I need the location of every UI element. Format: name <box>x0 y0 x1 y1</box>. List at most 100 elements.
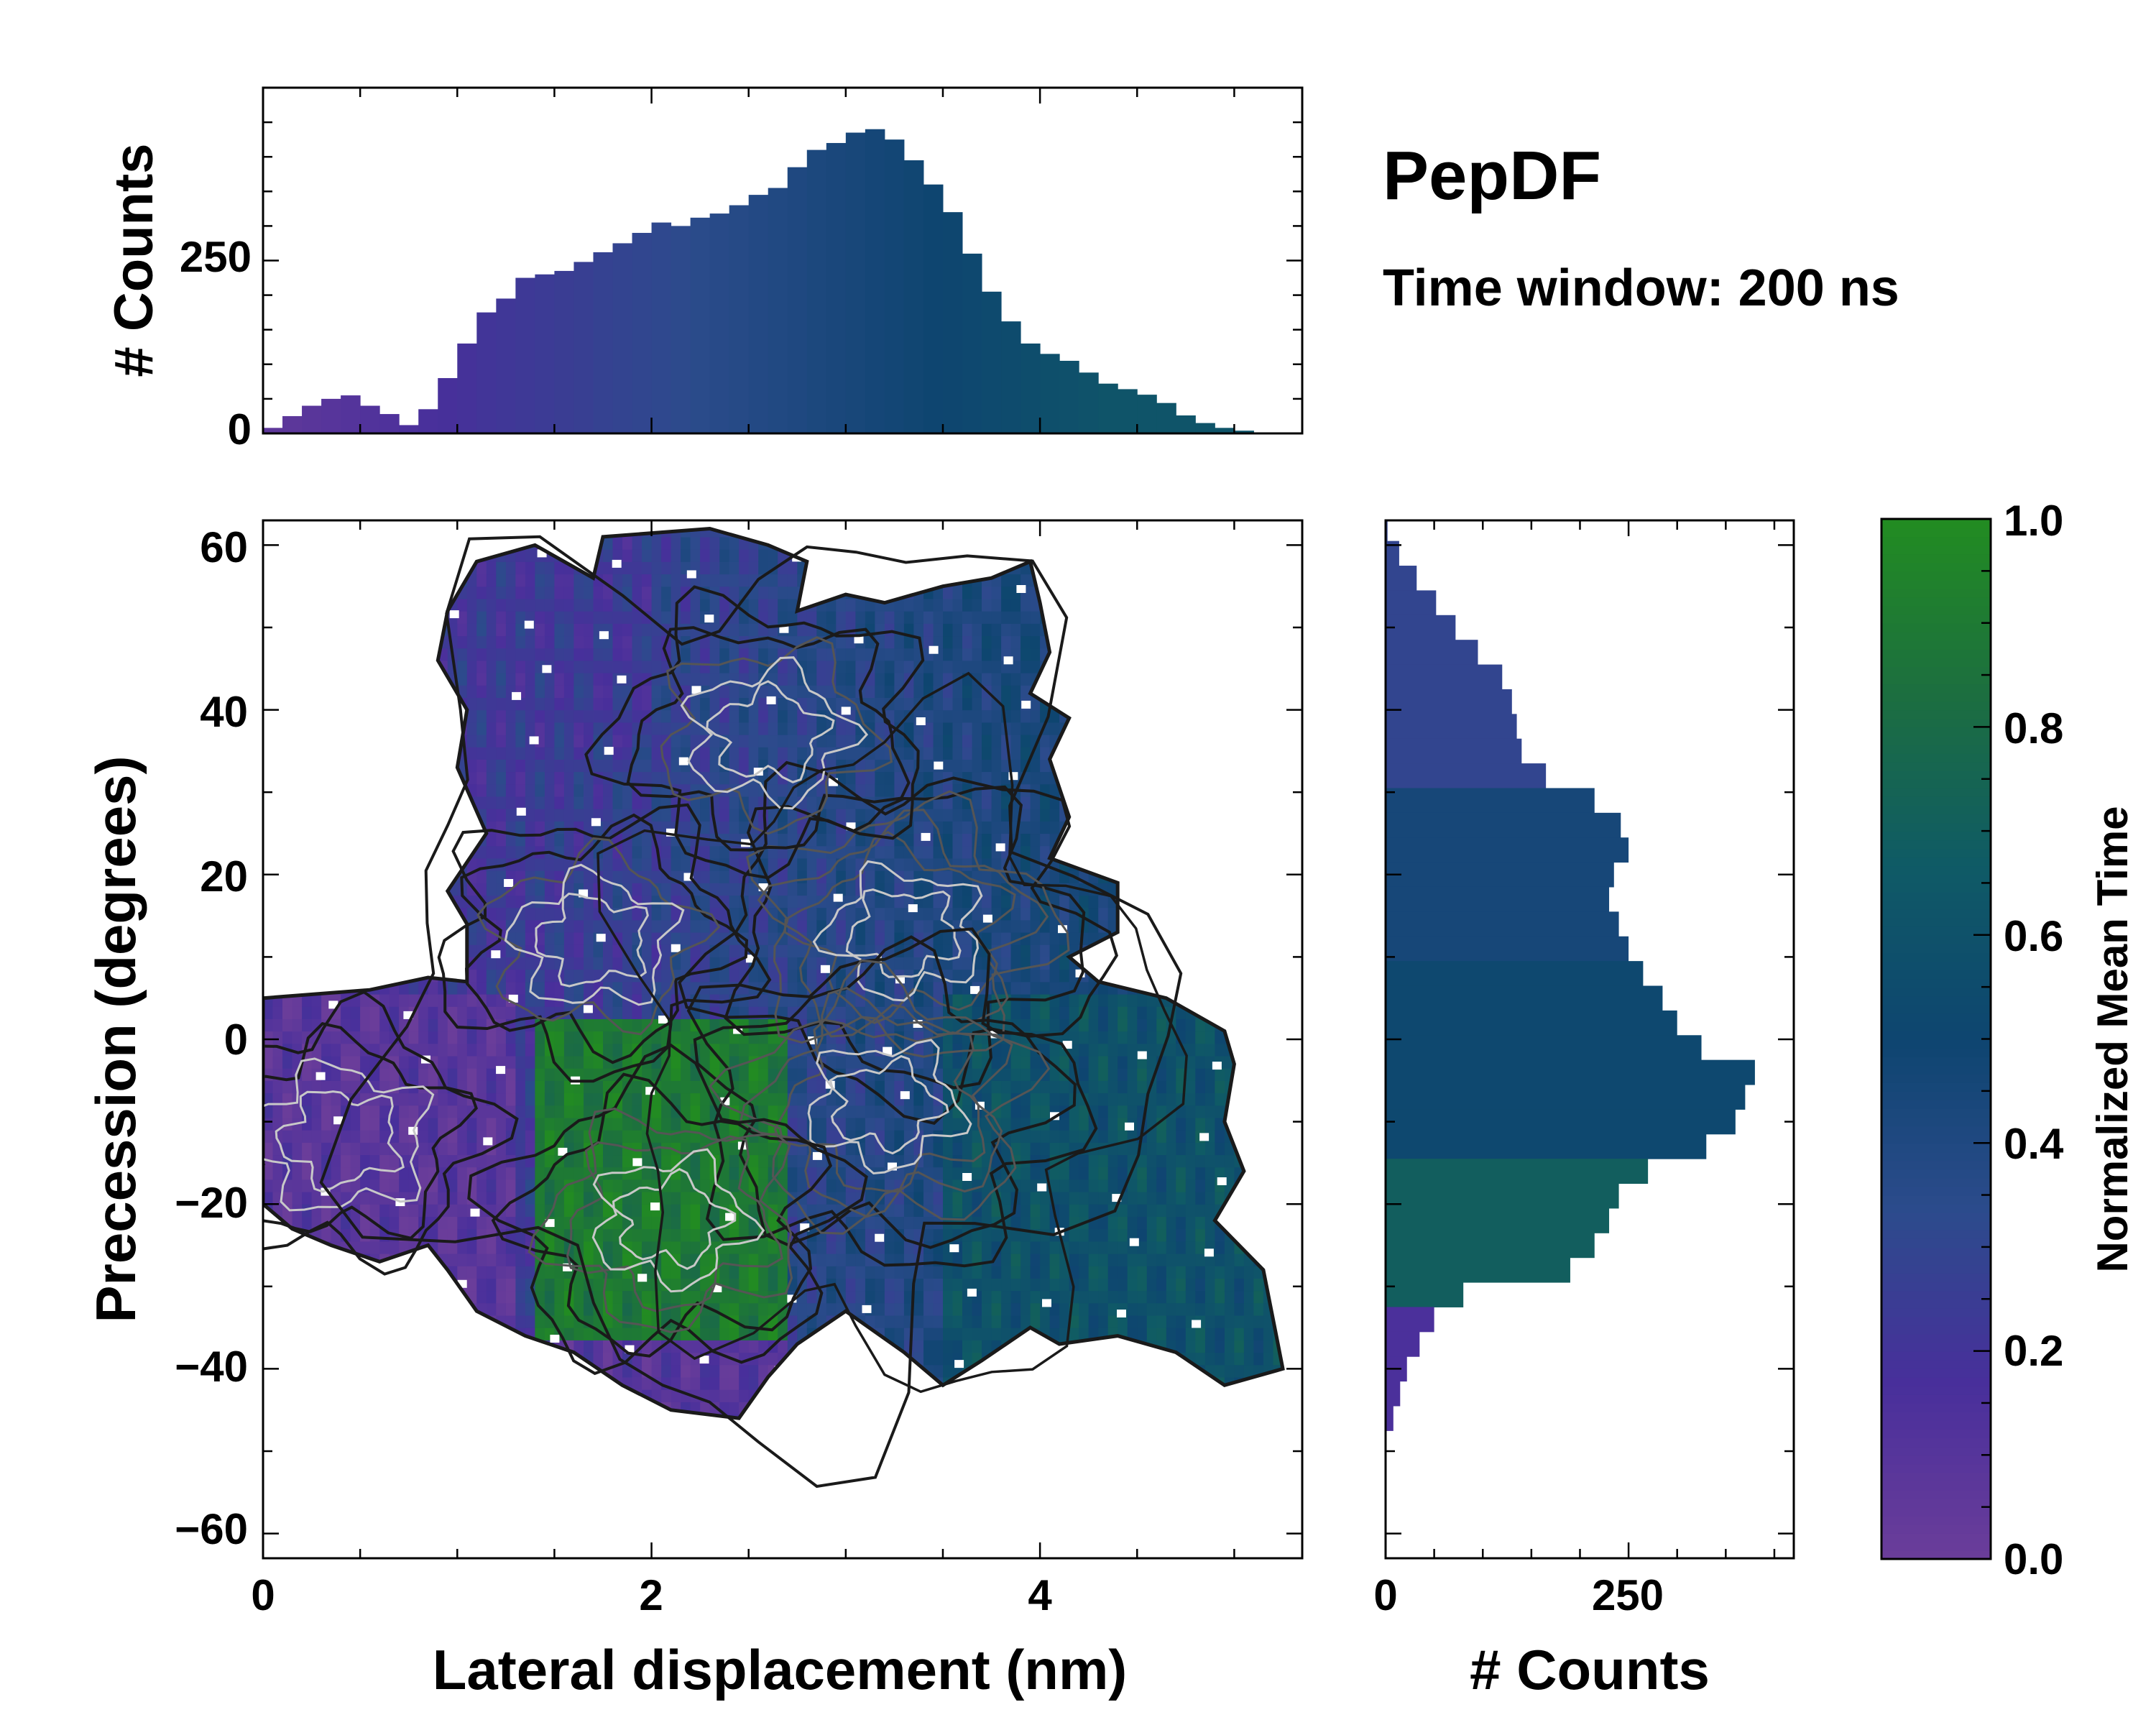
joint-map-panel: 0 2 4 60 40 20 0 −20 −40 −60 Lateral dis… <box>84 512 1304 1701</box>
heat-cell <box>651 685 662 698</box>
heat-cell <box>535 648 545 661</box>
heat-cell <box>563 833 574 847</box>
heat-cell <box>379 771 390 785</box>
heat-cell <box>447 771 458 785</box>
heat-cell <box>875 685 885 698</box>
heat-cell <box>486 1117 497 1131</box>
heat-cell <box>350 883 361 896</box>
heat-cell <box>282 1389 293 1402</box>
heat-cell <box>700 1439 710 1452</box>
heat-cell <box>272 1031 283 1044</box>
heat-cell <box>399 833 410 847</box>
heat-cell <box>846 1427 856 1440</box>
heat-cell <box>438 1192 448 1205</box>
heat-cell <box>302 1204 313 1217</box>
heat-cell <box>350 1340 361 1353</box>
heat-cell <box>506 512 516 525</box>
heat-cell <box>369 1192 380 1205</box>
heat-cell <box>525 1266 535 1279</box>
heat-cell <box>875 586 885 599</box>
heat-cell <box>292 1216 303 1230</box>
heat-cell <box>369 1154 380 1168</box>
heat-cell <box>758 1142 769 1156</box>
top-histogram-bar <box>1118 389 1138 433</box>
top-histogram-bar <box>438 378 458 433</box>
heat-cell <box>642 1006 653 1019</box>
heat-cell <box>719 1241 730 1254</box>
heat-cell <box>642 1216 653 1230</box>
heat-cell <box>748 1068 759 1081</box>
heat-cell <box>350 697 361 711</box>
heat-cell <box>360 528 371 538</box>
heat-cell <box>369 1130 380 1143</box>
heat-cell <box>476 981 487 995</box>
heat-cell <box>816 1402 827 1415</box>
heat-cell <box>321 611 332 624</box>
heat-cell <box>573 895 584 908</box>
heat-cell <box>466 1315 477 1328</box>
heat-cell <box>418 1006 429 1019</box>
heat-cell <box>855 528 866 538</box>
heat-cell <box>350 1006 361 1019</box>
heat-cell <box>341 673 351 686</box>
heat-cell <box>379 1031 390 1044</box>
heat-cell <box>457 1179 468 1192</box>
heat-cell <box>292 919 303 933</box>
heat-cell <box>622 709 633 723</box>
heat-cell <box>311 574 322 587</box>
heat-cell <box>399 1364 410 1378</box>
heat-cell <box>709 1315 720 1328</box>
heat-cell <box>525 549 535 562</box>
heat-cell <box>855 611 866 624</box>
heat-cell <box>321 1340 332 1353</box>
heat-cell <box>418 673 429 686</box>
heat-cell <box>302 697 313 711</box>
heat-cell <box>525 709 535 723</box>
heat-cell <box>719 821 730 834</box>
heat-cell <box>282 1254 293 1266</box>
heat-cell <box>321 1427 331 1440</box>
heat-cell <box>360 685 371 698</box>
heat-cell <box>341 1278 351 1292</box>
heat-cell <box>350 1376 361 1390</box>
heat-cell <box>875 1266 885 1279</box>
heat-cell <box>806 709 817 723</box>
heat-cell <box>496 1130 507 1143</box>
heat-cell <box>379 759 390 773</box>
heat-cell <box>341 1290 351 1304</box>
heat-cell <box>321 809 332 822</box>
heat-cell <box>787 536 798 550</box>
heat-cell <box>563 1414 574 1419</box>
heat-cell <box>651 635 662 649</box>
heat-cell <box>389 1179 400 1192</box>
heat-cell <box>603 1031 614 1044</box>
top-histogram-ticks <box>262 86 1302 435</box>
heat-cell <box>341 512 351 525</box>
heat-cell <box>428 1328 438 1340</box>
heat-cell <box>535 821 545 834</box>
heat-cell <box>438 771 448 785</box>
heat-cell <box>778 586 788 599</box>
heat-cell <box>573 919 584 933</box>
heat-cell <box>360 1031 371 1044</box>
heat-cell <box>369 623 380 637</box>
heat-cell <box>563 1315 574 1328</box>
heat-cell <box>836 809 847 822</box>
heat-cell <box>563 648 574 661</box>
heat-cell <box>875 1278 885 1292</box>
heat-cell <box>379 1117 390 1131</box>
heat-cell <box>292 1006 303 1019</box>
heat-cell <box>302 1439 312 1452</box>
heat-cell <box>748 648 759 661</box>
heat-cell <box>486 759 497 773</box>
heat-cell <box>661 709 672 723</box>
heat-cell <box>671 1427 681 1440</box>
heat-cell <box>311 1142 322 1156</box>
heat-cell <box>554 648 565 661</box>
heat-cell <box>341 1340 351 1353</box>
heat-cell <box>758 944 769 957</box>
heat-cell <box>671 1055 681 1069</box>
heat-cell <box>408 660 419 673</box>
heat-cell <box>272 697 283 711</box>
heat-cell <box>331 1376 341 1390</box>
